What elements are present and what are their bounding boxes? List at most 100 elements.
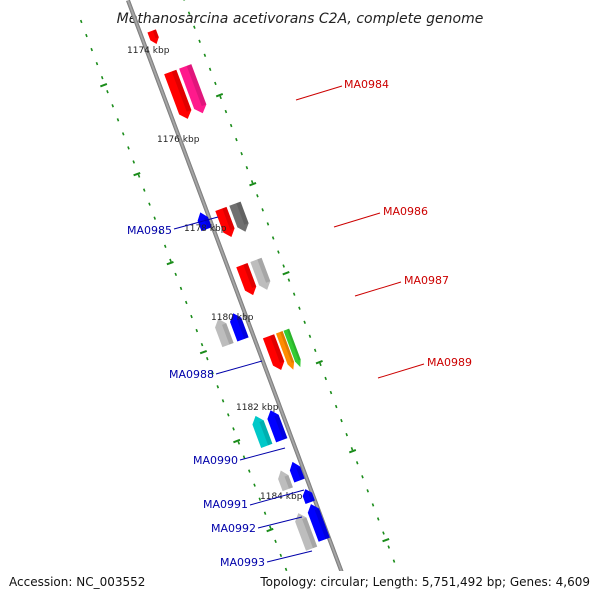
arrow-shade — [286, 328, 301, 361]
tick-dot — [282, 264, 285, 268]
tick-dot — [206, 356, 209, 361]
tick-dot — [193, 25, 196, 29]
accession-text: Accession: NC_003552 — [9, 575, 145, 589]
tick-dot — [355, 461, 359, 465]
arrow-shade — [280, 331, 295, 363]
gene-label-ma0984[interactable]: MA0984 — [344, 78, 389, 91]
cog-arrow[interactable] — [236, 263, 258, 297]
tick-dot — [219, 95, 222, 100]
outer-tick-ring — [79, 19, 298, 600]
tick-dot — [256, 194, 259, 198]
tick-dot — [313, 348, 317, 353]
major-tick — [215, 93, 224, 98]
label-leader — [354, 281, 402, 297]
inner-tick-ring — [182, 0, 401, 577]
major-tick — [315, 360, 323, 365]
gene-arrow-ma0990[interactable] — [250, 414, 273, 448]
cog-arrow[interactable] — [147, 29, 160, 45]
tick-dot — [208, 67, 212, 72]
tick-dot — [121, 132, 125, 136]
tick-dot — [227, 413, 230, 417]
arrow-shade — [236, 317, 249, 339]
tick-dot — [245, 166, 249, 170]
cog-arrow[interactable] — [262, 334, 287, 372]
arrow-shade — [308, 492, 315, 502]
tick-dot — [334, 404, 338, 409]
genome-summary: Topology: circular; Length: 5,751,492 bp… — [259, 575, 590, 589]
tick-dot — [298, 306, 301, 310]
arrow-shade — [236, 201, 249, 225]
minus-strand-labels: MA0985 MA0988 MA0990 MA0991 MA0992 MA099… — [127, 216, 313, 569]
gene-label-ma0988[interactable]: MA0988 — [169, 368, 214, 381]
arrow-shade — [222, 206, 235, 230]
gene-label-ma0993[interactable]: MA0993 — [220, 556, 265, 569]
tick-dot — [350, 447, 354, 451]
gene-arrow-ma0985[interactable] — [195, 210, 212, 232]
gene-arrow-ma0984[interactable] — [179, 64, 209, 115]
arrow-shade — [222, 323, 234, 345]
gene-label-ma0991[interactable]: MA0991 — [203, 498, 248, 511]
gene-arrow-ma0989[interactable] — [276, 331, 297, 371]
cog-arrow[interactable] — [265, 408, 288, 443]
arrow-shade — [171, 69, 192, 112]
major-tick — [233, 438, 241, 444]
tick-dot — [376, 517, 380, 521]
cog-arrow[interactable] — [164, 69, 194, 121]
major-tick — [282, 271, 290, 276]
tick-dot — [132, 160, 136, 164]
tick-dot — [232, 427, 235, 431]
gene-arrow-ma0986[interactable] — [229, 201, 251, 234]
cog-arrow[interactable] — [293, 511, 318, 551]
tick-label: 1182 kbp — [236, 403, 279, 413]
cog-arrow[interactable] — [283, 328, 304, 369]
tick-dot — [271, 236, 275, 240]
tick-dot — [266, 222, 270, 226]
cog-arrow[interactable] — [276, 469, 293, 492]
arrow-shade — [257, 257, 271, 283]
tick-dot — [319, 362, 322, 367]
plus-strand-labels: MA0984 MA0986 MA0987 MA0989 — [295, 78, 472, 379]
arrow-shade — [259, 420, 273, 446]
tick-dot — [340, 418, 343, 423]
gene-label-ma0987[interactable]: MA0987 — [404, 274, 449, 287]
tick-dot — [382, 531, 385, 535]
gene-label-ma0985[interactable]: MA0985 — [127, 224, 172, 237]
tick-dot — [184, 300, 188, 305]
tick-dot — [198, 39, 201, 43]
label-leader — [377, 363, 425, 379]
gene-arrow-ma0993[interactable] — [305, 502, 330, 542]
tick-dot — [361, 475, 364, 479]
arrow-shade — [296, 466, 305, 481]
major-tick — [199, 349, 208, 355]
tick-dot — [329, 390, 333, 395]
tick-dot — [182, 0, 186, 1]
major-tick — [99, 82, 108, 88]
gene-arrow-ma0991[interactable] — [287, 460, 305, 483]
tick-dot — [163, 244, 167, 248]
gene-arrow-ma0987[interactable] — [250, 257, 272, 292]
gene-label-ma0986[interactable]: MA0986 — [383, 205, 428, 218]
tick-dot — [287, 278, 291, 282]
arrow-shade — [284, 475, 293, 489]
gene-label-ma0990[interactable]: MA0990 — [193, 454, 238, 467]
tick-dot — [111, 104, 114, 108]
arrow-shade — [152, 29, 159, 39]
tick-dot — [224, 109, 228, 114]
gene-arrow-ma0988[interactable] — [228, 311, 249, 342]
gene-arrow-ma0992[interactable] — [301, 487, 315, 504]
tick-dot — [142, 188, 146, 192]
arrow-shade — [302, 517, 318, 549]
cog-arrow[interactable] — [215, 206, 237, 239]
tick-dot — [248, 469, 251, 473]
tick-dot — [345, 432, 348, 437]
tick-dot — [127, 146, 130, 150]
tick-dot — [324, 376, 327, 381]
tick-label: 1178 kbp — [184, 224, 227, 234]
tick-dot — [137, 174, 141, 178]
cog-arrow[interactable] — [213, 317, 234, 348]
gene-label-ma0992[interactable]: MA0992 — [211, 522, 256, 535]
tick-dot — [179, 286, 183, 291]
gene-label-ma0989[interactable]: MA0989 — [427, 356, 472, 369]
tick-dot — [79, 19, 83, 24]
